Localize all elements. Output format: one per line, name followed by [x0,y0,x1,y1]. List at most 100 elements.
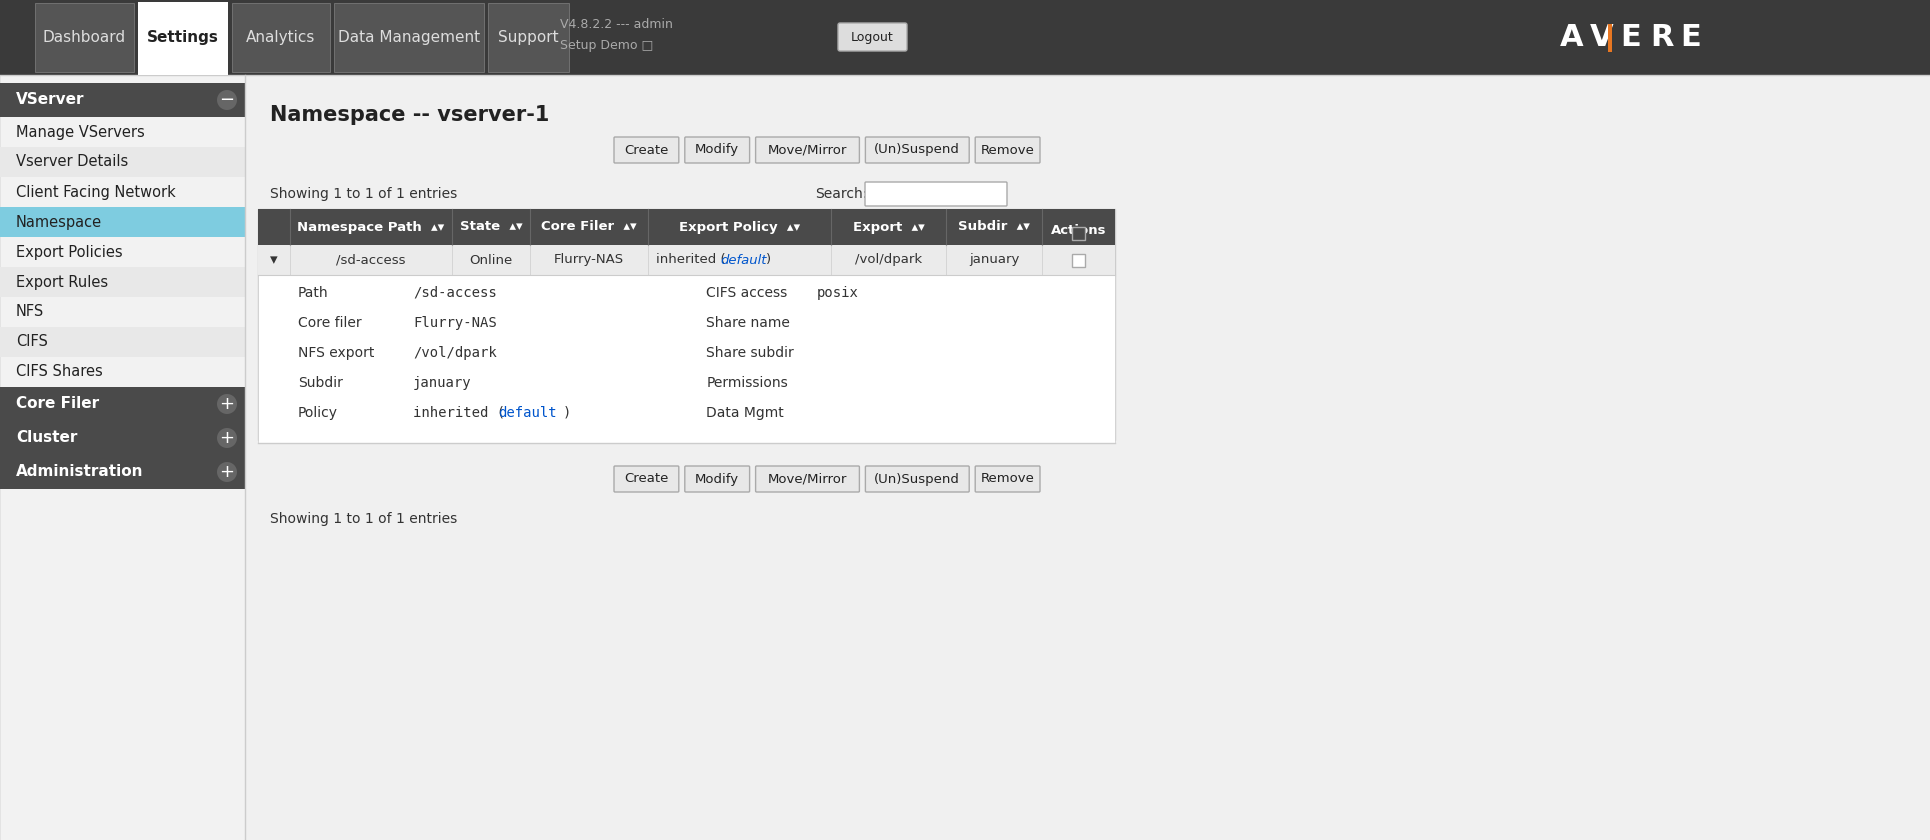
Text: −: − [220,91,235,109]
Text: /sd-access: /sd-access [336,254,405,266]
FancyBboxPatch shape [865,137,969,163]
Text: Path: Path [297,286,328,300]
Text: Showing 1 to 1 of 1 entries: Showing 1 to 1 of 1 entries [270,187,457,201]
Bar [0,455,245,489]
Text: +: + [220,395,235,413]
Text: default: default [720,254,766,266]
Circle shape [216,428,237,448]
Text: Core filer: Core filer [297,316,361,330]
Text: NFS: NFS [15,304,44,319]
Text: Move/Mirror: Move/Mirror [768,144,847,156]
Text: R: R [1650,23,1673,52]
FancyBboxPatch shape [614,137,679,163]
Text: (Un)Suspend: (Un)Suspend [874,144,961,156]
Text: Remove: Remove [980,472,1034,486]
Bar [259,209,1116,440]
Bar [1071,254,1085,267]
FancyBboxPatch shape [757,137,859,163]
Text: Export  ▴▾: Export ▴▾ [853,220,924,234]
Text: V: V [1590,23,1613,52]
FancyBboxPatch shape [614,466,679,492]
Bar [0,327,245,357]
Text: Actions: Actions [1050,224,1106,238]
Text: Core Filer  ▴▾: Core Filer ▴▾ [540,220,637,234]
FancyBboxPatch shape [685,466,749,492]
Text: Settings: Settings [147,30,218,45]
Text: Dashboard: Dashboard [42,30,125,45]
Bar [0,267,245,297]
Text: ): ) [766,254,772,266]
Bar [137,2,228,75]
Text: CIFS: CIFS [15,334,48,349]
Text: NFS export: NFS export [297,346,374,360]
Bar [0,0,1930,75]
Text: Create: Create [623,472,668,486]
Text: Client Facing Network: Client Facing Network [15,185,176,199]
Text: default: default [498,406,556,420]
Text: Export Rules: Export Rules [15,275,108,290]
Text: (Un)Suspend: (Un)Suspend [874,472,961,486]
Text: Modify: Modify [695,472,739,486]
Bar [0,387,245,421]
Bar [334,3,484,72]
FancyBboxPatch shape [865,182,1007,206]
Text: Flurry-NAS: Flurry-NAS [554,254,623,266]
Bar [0,83,245,117]
Text: inherited (: inherited ( [413,406,506,420]
Text: Namespace -- vserver-1: Namespace -- vserver-1 [270,105,550,125]
Text: Search:: Search: [814,187,867,201]
Bar [259,245,1116,275]
Text: Export Policy  ▴▾: Export Policy ▴▾ [679,220,801,234]
Text: ): ) [564,406,571,420]
Bar [0,147,245,177]
Text: V4.8.2.2 --- admin: V4.8.2.2 --- admin [560,18,674,31]
Text: E: E [1619,23,1640,52]
Text: Policy: Policy [297,406,338,420]
Circle shape [216,462,237,482]
Text: Logout: Logout [851,30,894,44]
Text: Share subdir: Share subdir [706,346,795,360]
Text: Permissions: Permissions [706,376,787,390]
Text: january: january [969,254,1019,266]
Text: Subdir  ▴▾: Subdir ▴▾ [957,220,1031,234]
Bar [35,3,133,72]
Text: Share name: Share name [706,316,791,330]
Text: Online: Online [469,254,513,266]
FancyBboxPatch shape [685,137,749,163]
Text: Vserver Details: Vserver Details [15,155,127,170]
Text: Data Management: Data Management [338,30,481,45]
Text: Administration: Administration [15,465,143,480]
Bar [0,207,245,237]
Text: Core Filer: Core Filer [15,396,98,412]
Bar [259,209,1116,245]
Text: +: + [220,429,235,447]
Text: inherited (: inherited ( [656,254,726,266]
Bar [259,275,1116,443]
Text: Support: Support [498,30,558,45]
Text: ▾: ▾ [270,253,278,267]
Bar [1608,24,1612,51]
Text: posix: posix [816,286,859,300]
Text: Showing 1 to 1 of 1 entries: Showing 1 to 1 of 1 entries [270,512,457,526]
Text: CIFS access: CIFS access [706,286,787,300]
Bar [1071,227,1085,240]
FancyBboxPatch shape [975,466,1040,492]
Text: A: A [1559,23,1585,52]
Bar [0,421,245,455]
Text: Setup Demo □: Setup Demo □ [560,39,652,52]
Text: Subdir: Subdir [297,376,344,390]
Text: Modify: Modify [695,144,739,156]
Text: E: E [1679,23,1700,52]
Text: Manage VServers: Manage VServers [15,124,145,139]
Bar [488,3,569,72]
FancyBboxPatch shape [975,137,1040,163]
Text: Export Policies: Export Policies [15,244,124,260]
Text: Cluster: Cluster [15,430,77,445]
Text: CIFS Shares: CIFS Shares [15,365,102,380]
FancyBboxPatch shape [757,466,859,492]
Bar [232,3,330,72]
Text: /sd-access: /sd-access [413,286,496,300]
Text: Analytics: Analytics [245,30,315,45]
Text: Namespace Path  ▴▾: Namespace Path ▴▾ [297,220,444,234]
Text: Move/Mirror: Move/Mirror [768,472,847,486]
